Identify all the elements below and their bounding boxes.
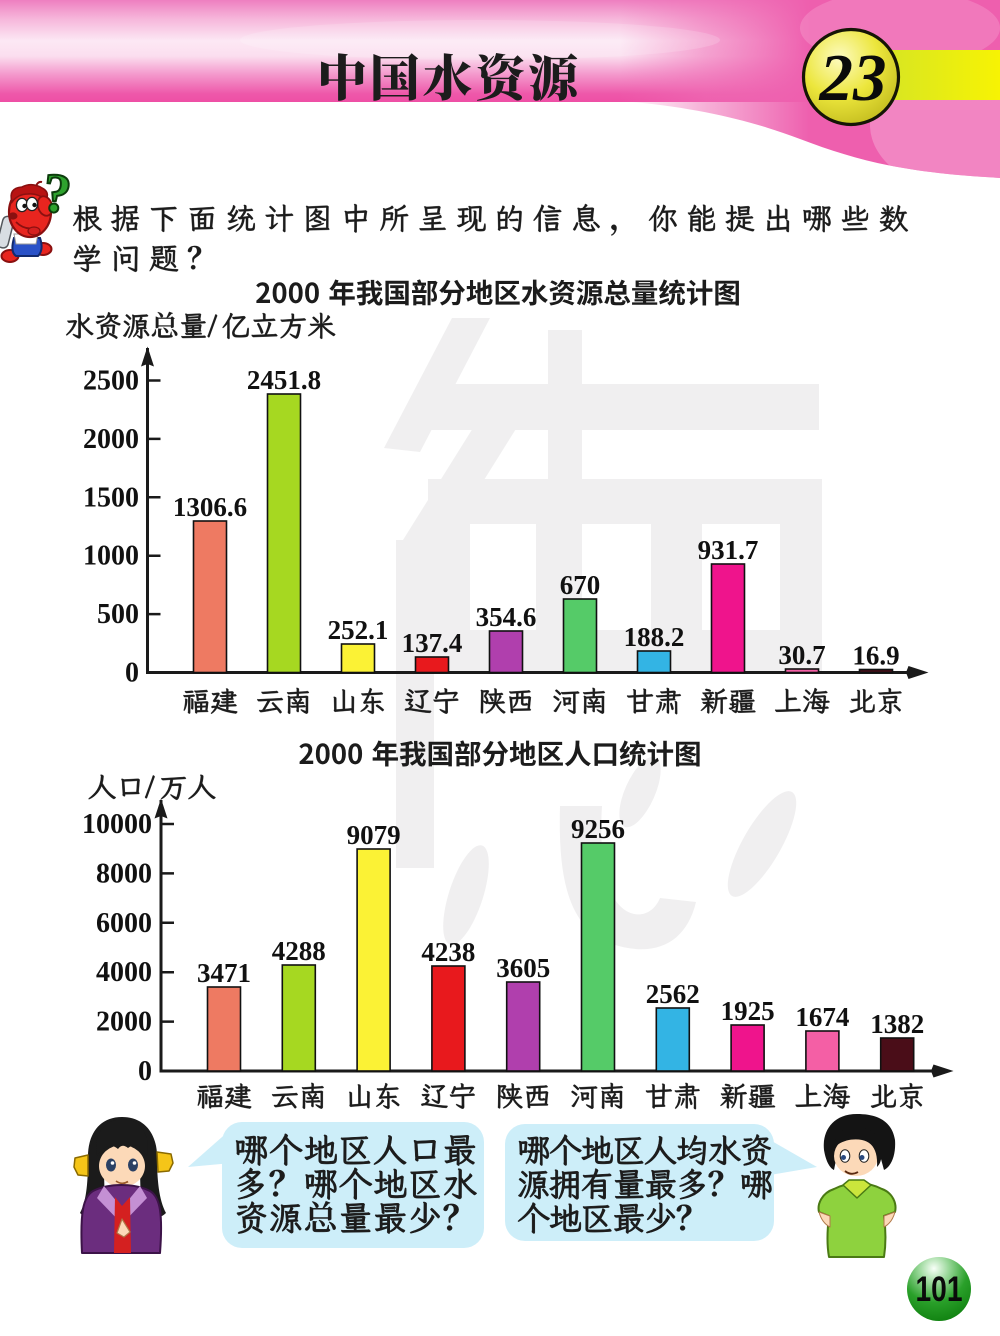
svg-text:4000: 4000: [96, 957, 152, 988]
svg-text:1500: 1500: [83, 482, 139, 513]
svg-text:2451.8: 2451.8: [247, 365, 321, 395]
svg-text:10000: 10000: [82, 809, 152, 840]
svg-text:0: 0: [138, 1056, 152, 1087]
svg-text:0: 0: [125, 658, 139, 689]
svg-text:101: 101: [916, 1270, 963, 1309]
svg-text:8000: 8000: [96, 858, 152, 889]
svg-text:2500: 2500: [83, 366, 139, 397]
svg-text:188.2: 188.2: [624, 622, 685, 652]
svg-text:?: ?: [40, 162, 74, 227]
svg-text:1000: 1000: [83, 541, 139, 572]
svg-text:23: 23: [819, 41, 887, 115]
svg-text:9079: 9079: [347, 820, 401, 850]
svg-text:30.7: 30.7: [778, 640, 825, 670]
svg-text:4288: 4288: [272, 936, 326, 966]
svg-text:16.9: 16.9: [852, 641, 899, 671]
svg-text:1306.6: 1306.6: [173, 492, 247, 522]
svg-text:3605: 3605: [496, 953, 550, 983]
svg-text:1674: 1674: [795, 1002, 849, 1032]
svg-text:4238: 4238: [421, 937, 475, 967]
svg-text:252.1: 252.1: [328, 615, 389, 645]
svg-text:1925: 1925: [721, 996, 775, 1026]
svg-text:2000: 2000: [83, 424, 139, 455]
svg-text:6000: 6000: [96, 908, 152, 939]
svg-text:500: 500: [97, 599, 139, 630]
svg-text:2562: 2562: [646, 979, 700, 1009]
svg-text:354.6: 354.6: [476, 602, 537, 632]
svg-text:9256: 9256: [571, 814, 625, 844]
svg-text:931.7: 931.7: [698, 535, 759, 565]
svg-text:137.4: 137.4: [402, 628, 463, 658]
svg-text:670: 670: [560, 570, 601, 600]
svg-text:2000: 2000: [96, 1007, 152, 1038]
svg-text:1382: 1382: [870, 1009, 924, 1039]
svg-text:3471: 3471: [197, 958, 251, 988]
